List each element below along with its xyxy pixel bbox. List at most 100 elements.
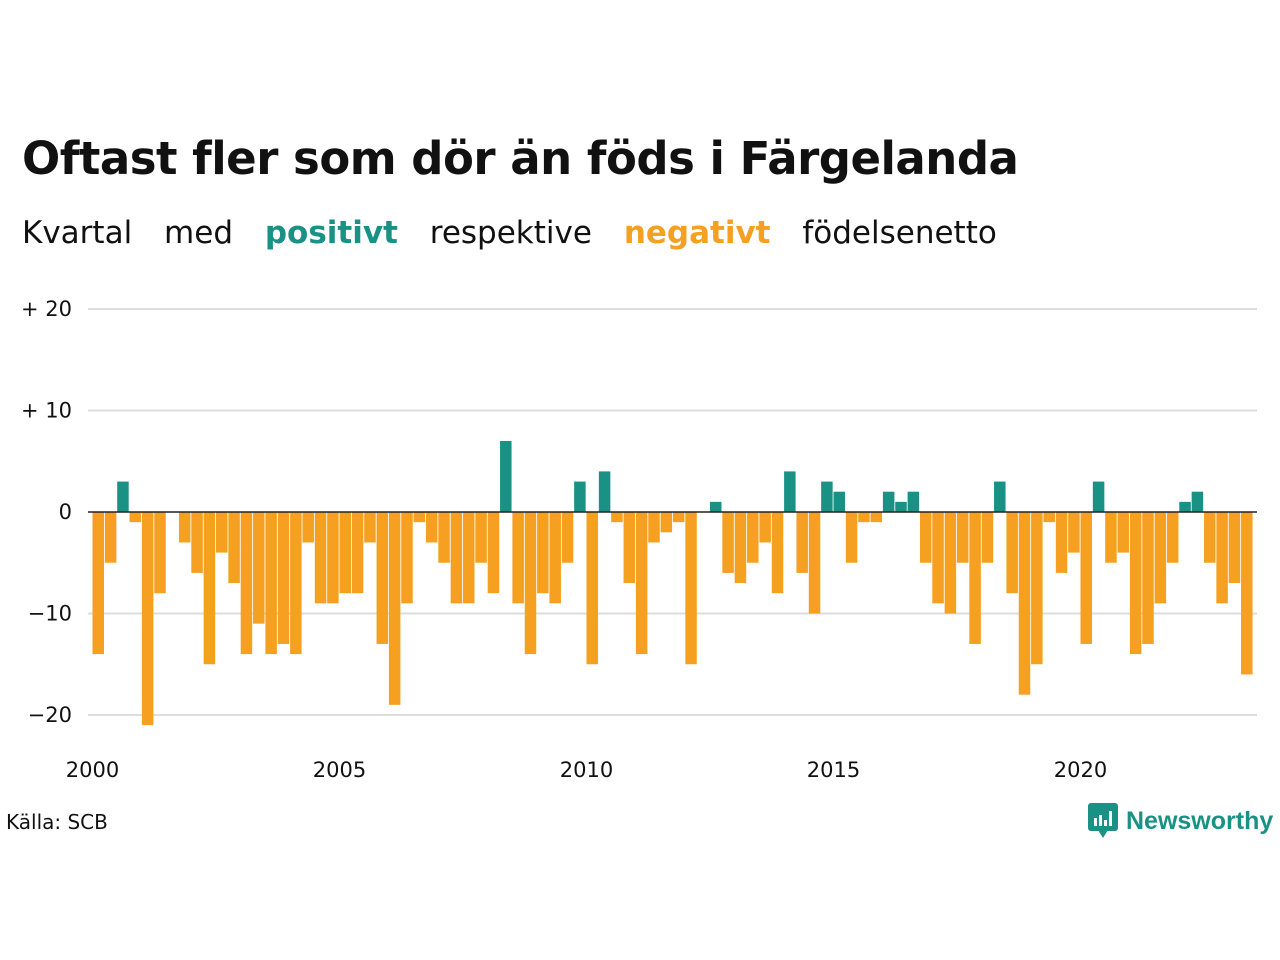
bar	[833, 491, 845, 512]
brand-name: Newsworthy	[1126, 806, 1274, 835]
y-tick-label: + 10	[21, 399, 72, 423]
y-tick-label: 0	[59, 500, 72, 524]
bar	[796, 512, 808, 573]
bar	[574, 481, 586, 512]
bar	[438, 512, 450, 563]
bar	[1031, 512, 1043, 665]
x-tick-label: 2010	[560, 758, 613, 782]
y-tick-label: −10	[28, 602, 72, 626]
bar	[672, 512, 685, 523]
bar	[907, 491, 920, 512]
bar	[117, 481, 129, 512]
y-tick-label: + 20	[21, 297, 72, 321]
bar	[203, 512, 216, 665]
bar	[1129, 512, 1142, 655]
bar	[1006, 512, 1018, 594]
bar	[1092, 481, 1105, 512]
x-tick-label: 2000	[66, 758, 119, 782]
bar	[635, 512, 648, 655]
bar	[759, 512, 771, 543]
subtitle-positive-label: positivt	[264, 215, 398, 251]
bar	[549, 512, 561, 604]
bar	[314, 512, 327, 604]
bar	[1043, 512, 1055, 523]
bar	[932, 512, 944, 604]
bar	[500, 440, 512, 512]
bar	[1179, 501, 1191, 512]
bar	[747, 512, 759, 563]
bar	[586, 512, 598, 665]
bar	[240, 512, 253, 655]
subtitle-word-fodelsenetto: födelsenetto	[802, 215, 997, 251]
bar	[598, 471, 611, 512]
subtitle-word-med: med	[164, 215, 233, 251]
bar	[771, 512, 784, 594]
bar	[1154, 512, 1167, 604]
bar	[882, 491, 895, 512]
chart-subtitle: Kvartal med positivt respektive negativt…	[22, 215, 1019, 251]
bar	[895, 501, 907, 512]
bar	[1216, 512, 1228, 604]
bar	[463, 512, 475, 604]
bar	[141, 512, 154, 726]
subtitle-negative-label: negativt	[623, 215, 771, 251]
bar	[1105, 512, 1117, 563]
bar	[228, 512, 240, 584]
bar	[413, 512, 426, 523]
bar	[969, 512, 981, 644]
bar	[870, 512, 883, 523]
bar	[623, 512, 636, 584]
bar	[1080, 512, 1092, 644]
bar	[944, 512, 957, 614]
bar	[253, 512, 265, 624]
bar	[364, 512, 376, 543]
source-note: Källa: SCB	[6, 810, 108, 834]
bar	[919, 512, 932, 563]
bar	[648, 512, 660, 543]
bar	[858, 512, 870, 523]
bar	[154, 512, 166, 594]
bar-chart: + 20 + 10 0 −10 −20 2000 2005 2010 2015 2020	[21, 297, 1257, 782]
newsworthy-icon	[1088, 803, 1118, 838]
bar	[1055, 512, 1068, 573]
bar	[129, 512, 142, 523]
bar	[722, 512, 734, 573]
bar	[376, 512, 389, 644]
bar	[808, 512, 821, 614]
bar	[1068, 512, 1080, 553]
bar	[524, 512, 537, 655]
bar	[845, 512, 858, 563]
bar	[1241, 512, 1253, 675]
bar	[1018, 512, 1031, 695]
bar	[1117, 512, 1130, 553]
bar	[1191, 491, 1204, 512]
subtitle-word-kvartal: Kvartal	[22, 215, 133, 251]
y-tick-label: −20	[28, 703, 72, 727]
bar	[537, 512, 549, 594]
bar	[277, 512, 290, 644]
bar	[450, 512, 463, 604]
bar	[92, 512, 104, 655]
bar	[710, 501, 722, 512]
bar	[611, 512, 623, 523]
bar	[957, 512, 969, 563]
bar	[302, 512, 314, 543]
bar	[994, 481, 1006, 512]
chart-title: Oftast fler som dör än föds i Färgelanda	[22, 132, 1019, 185]
bar	[191, 512, 203, 573]
bar	[1228, 512, 1241, 584]
bar	[1166, 512, 1179, 563]
bar	[475, 512, 487, 563]
bar	[327, 512, 339, 604]
bar	[685, 512, 697, 665]
bar	[1204, 512, 1216, 563]
brand-logo: Newsworthy	[1088, 803, 1273, 839]
bar	[401, 512, 413, 604]
bar	[512, 512, 524, 604]
bar	[734, 512, 747, 584]
x-tick-label: 2015	[807, 758, 860, 782]
bar	[487, 512, 500, 594]
bar	[784, 471, 796, 512]
bar	[339, 512, 351, 594]
bar	[388, 512, 401, 705]
